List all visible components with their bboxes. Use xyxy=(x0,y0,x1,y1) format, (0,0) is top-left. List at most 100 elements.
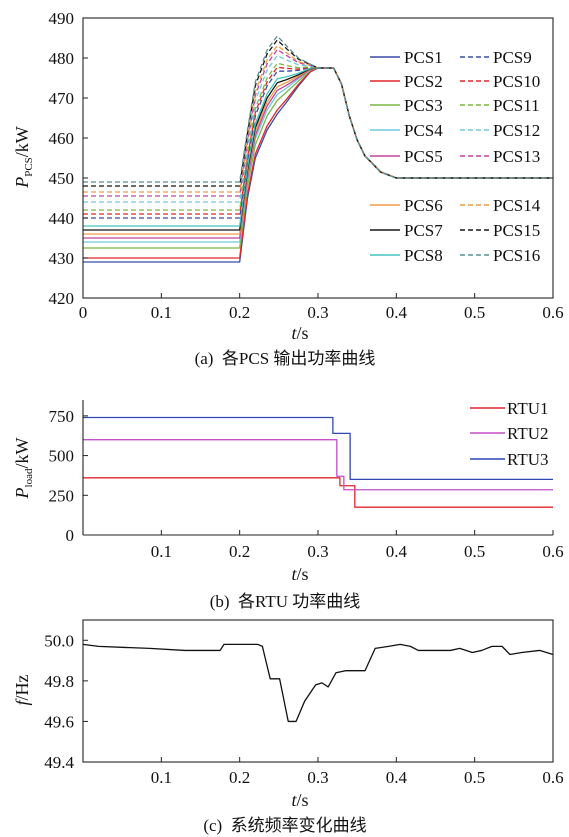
x-tick-label: 0.1 xyxy=(151,542,172,561)
series-line-pcs10 xyxy=(83,66,553,215)
x-tick-label: 0.6 xyxy=(542,303,563,322)
y-tick-label: 750 xyxy=(49,407,75,426)
series-line-pcs16 xyxy=(83,35,553,183)
x-tick-label: 0.6 xyxy=(542,768,563,787)
x-axis-label-symbol: t xyxy=(291,323,297,343)
legend-label-pcs14: PCS14 xyxy=(493,196,541,215)
x-tick-label: 0.4 xyxy=(386,542,408,561)
x-tick-label: 0.5 xyxy=(464,303,485,322)
y-axis-label: PPCS/kW xyxy=(12,126,35,189)
plot-frame xyxy=(82,17,554,299)
y-tick-label: 49.4 xyxy=(44,753,74,772)
caption: (c) 系统频率变化曲线 xyxy=(203,816,366,835)
series-line-rtu1 xyxy=(83,477,553,508)
y-tick-label: 490 xyxy=(49,9,75,28)
series-line-pcs5 xyxy=(83,67,553,239)
legend-label-pcs12: PCS12 xyxy=(493,121,540,140)
x-axis-label: t/s xyxy=(291,564,308,584)
y-axis-label-unit: /Hz xyxy=(12,674,32,700)
pcs-power-chart: PPCS/kW t/s (a) 各PCS 输出功率曲线 0 0.1 0.2 0.3 0.… xyxy=(12,9,564,368)
y-axis-label: f/Hz xyxy=(12,674,32,705)
series-line-rtu3 xyxy=(83,416,553,481)
x-tick-label: 0.6 xyxy=(542,542,563,561)
x-tick-label: 0.3 xyxy=(307,542,328,561)
legend-label-rtu2: RTU2 xyxy=(507,424,548,443)
y-tick-label: 50.0 xyxy=(44,631,74,650)
y-axis-label: Pload/kW xyxy=(12,438,35,500)
x-tick-label: 0.2 xyxy=(229,768,250,787)
legend-label-rtu3: RTU3 xyxy=(507,450,548,469)
y-tick-label: 480 xyxy=(49,49,75,68)
series-layer xyxy=(82,643,554,723)
y-axis-label-symbol: P xyxy=(12,487,32,499)
x-tick-label: 0.4 xyxy=(386,768,408,787)
x-tick-label: 0.5 xyxy=(464,768,485,787)
axes: 0.1 0.2 0.3 0.4 0.5 0.6 0 250 500 750 xyxy=(49,400,564,561)
series-line-pcs9 xyxy=(83,66,553,219)
x-tick-label: 0.5 xyxy=(464,542,485,561)
y-tick-label: 470 xyxy=(49,89,75,108)
x-axis-label-unit: /s xyxy=(297,323,309,343)
series-line-pcs7 xyxy=(83,67,553,231)
y-axis-label-symbol: P xyxy=(12,177,32,189)
series-line-pcs6 xyxy=(83,67,553,235)
x-axis-label: t/s xyxy=(291,323,308,343)
legend-label-pcs15: PCS15 xyxy=(493,221,540,240)
legend-label-pcs9: PCS9 xyxy=(493,48,532,67)
legend-label-pcs8: PCS8 xyxy=(404,246,443,265)
x-axis-label-unit: /s xyxy=(297,790,309,810)
legend-label-pcs13: PCS13 xyxy=(493,147,540,166)
y-tick-label: 0 xyxy=(66,526,75,545)
series-layer xyxy=(83,416,553,508)
legend-label-pcs4: PCS4 xyxy=(404,121,443,140)
series-line-pcs12 xyxy=(83,54,553,203)
y-axis-label-unit: /kW xyxy=(12,438,32,469)
axes: 0.1 0.2 0.3 0.4 0.5 0.6 49.4 49.6 49.8 50.0 xyxy=(44,619,564,787)
x-axis-label: t/s xyxy=(291,790,308,810)
series-line-pcs11 xyxy=(83,62,553,211)
series-layer xyxy=(83,35,553,263)
x-axis-label-symbol: t xyxy=(291,564,297,584)
plot-frame xyxy=(82,619,554,763)
x-tick-label: 0 xyxy=(79,303,88,322)
x-axis-label-symbol: t xyxy=(291,790,297,810)
legend-label-pcs7: PCS7 xyxy=(404,221,443,240)
legend-label-pcs3: PCS3 xyxy=(404,96,443,115)
axes: 0 0.1 0.2 0.3 0.4 0.5 0.6 420 430 440 450 460 470 480… xyxy=(49,9,564,322)
x-tick-label: 0.3 xyxy=(307,768,328,787)
x-tick-label: 0.1 xyxy=(151,768,172,787)
legend-label-rtu1: RTU1 xyxy=(507,399,548,418)
y-tick-label: 49.6 xyxy=(44,712,74,731)
legend-label-pcs1: PCS1 xyxy=(404,48,443,67)
legend: PCS1 PCS2 PCS3 PCS4 PCS5 PCS6 PCS7 PCS8 PCS9 PCS1… xyxy=(370,48,541,265)
series-line-rtu2 xyxy=(83,439,553,491)
series-line-pcs4 xyxy=(83,67,553,243)
y-tick-label: 440 xyxy=(49,209,75,228)
y-tick-label: 430 xyxy=(49,249,75,268)
series-line-pcs1 xyxy=(83,67,553,263)
y-axis-label-symbol: f xyxy=(12,698,32,706)
legend-label-pcs6: PCS6 xyxy=(404,196,443,215)
y-tick-label: 420 xyxy=(49,289,75,308)
x-axis-label-unit: /s xyxy=(297,564,309,584)
x-tick-label: 0.1 xyxy=(151,303,172,322)
caption: (a) 各PCS 输出功率曲线 xyxy=(195,349,376,368)
series-line-pcs3 xyxy=(83,67,553,249)
y-tick-label: 460 xyxy=(49,129,75,148)
y-tick-label: 250 xyxy=(49,486,75,505)
legend-label-pcs5: PCS5 xyxy=(404,147,443,166)
frequency-chart: f/Hz t/s (c) 系统频率变化曲线 0.1 0.2 0.3 0.4 0.5 0.6… xyxy=(12,619,564,835)
series-line-pcs15 xyxy=(83,39,553,187)
series-line-pcs8 xyxy=(83,67,553,227)
x-tick-label: 0.2 xyxy=(229,542,250,561)
caption: (b) 各RTU 功率曲线 xyxy=(210,592,361,611)
y-axis-label-subscript: load xyxy=(23,468,35,487)
series-line-pcs13 xyxy=(83,48,553,197)
y-axis-label-subscript: PCS xyxy=(23,157,35,177)
rtu-power-chart: Pload/kW t/s (b) 各RTU 功率曲线 0.1 0.2 0.3 0.4 0… xyxy=(12,399,564,611)
y-tick-label: 450 xyxy=(49,169,75,188)
y-tick-label: 500 xyxy=(49,447,75,466)
series-line-frequency xyxy=(82,643,554,723)
x-tick-label: 0.3 xyxy=(307,303,328,322)
